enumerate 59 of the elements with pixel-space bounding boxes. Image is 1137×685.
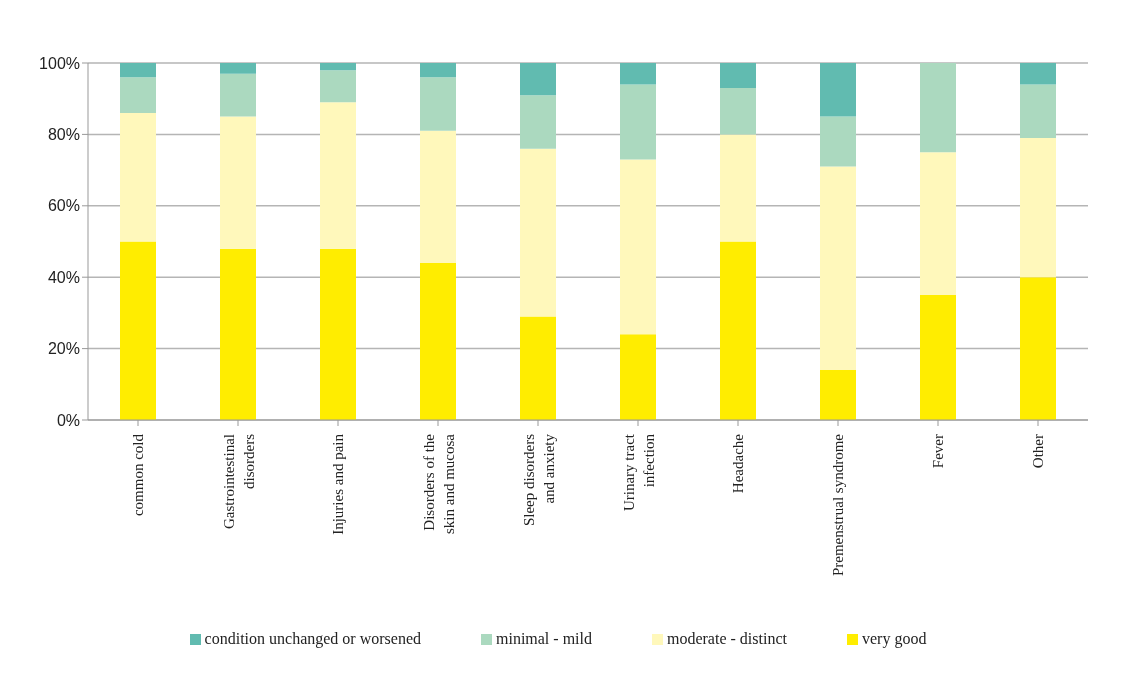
- x-tick-label: Sleep disorders and anxiety: [521, 433, 557, 527]
- y-tick-label: 60%: [47, 197, 80, 215]
- legend-label: very good: [861, 630, 927, 648]
- x-tick-label: Injuries and pain: [330, 433, 347, 535]
- bar: [1020, 84, 1056, 138]
- bar: [120, 77, 156, 113]
- x-tick-label: Disorders of the skin and mucosa: [421, 433, 457, 534]
- bar: [120, 112, 156, 242]
- bar: [620, 159, 656, 335]
- bar: [120, 63, 156, 78]
- legend-label: moderate - distinct: [666, 630, 787, 648]
- bar: [720, 134, 756, 242]
- bar: [220, 63, 256, 74]
- bar: [720, 87, 756, 135]
- bar: [620, 334, 656, 420]
- bar: [120, 241, 156, 420]
- y-tick-label: 0%: [56, 411, 80, 429]
- bar: [820, 63, 856, 117]
- legend-label: minimal - mild: [495, 630, 592, 648]
- bar: [620, 84, 656, 160]
- y-tick-label: 80%: [47, 126, 80, 144]
- bar: [520, 95, 556, 149]
- bar: [420, 77, 456, 131]
- bar: [1020, 63, 1056, 85]
- bar: [320, 70, 356, 103]
- bar: [720, 63, 756, 88]
- y-tick-label: 100%: [39, 54, 80, 72]
- bar: [320, 248, 356, 420]
- legend-label: condition unchanged or worsened: [204, 630, 421, 648]
- y-tick-label: 20%: [47, 340, 80, 358]
- bar: [1020, 137, 1056, 278]
- x-tick-label: Gastrointestinal disorders: [221, 433, 257, 529]
- bar: [820, 370, 856, 420]
- bar: [820, 116, 856, 167]
- x-tick-label: Headache: [730, 433, 747, 494]
- x-tick-label: Premenstrual syndrome: [830, 433, 847, 577]
- bar: [420, 262, 456, 420]
- bar: [920, 63, 956, 153]
- bar: [1020, 277, 1056, 420]
- x-tick-label: Other: [1030, 434, 1047, 469]
- bar: [920, 152, 956, 296]
- bar: [720, 241, 756, 420]
- bar: [920, 295, 956, 420]
- bar: [220, 73, 256, 117]
- bar: [620, 63, 656, 85]
- bar: [820, 166, 856, 371]
- y-tick-label: 40%: [47, 268, 80, 286]
- bar: [220, 248, 256, 420]
- bar: [520, 316, 556, 420]
- bar: [320, 63, 356, 71]
- bar: [520, 148, 556, 317]
- x-tick-label: Urinary tract infection: [621, 433, 657, 512]
- bar: [420, 63, 456, 78]
- bar: [220, 116, 256, 249]
- x-tick-label: Fever: [930, 434, 947, 469]
- bar: [320, 102, 356, 249]
- bar: [520, 63, 556, 96]
- bar: [420, 130, 456, 263]
- x-tick-label: common cold: [130, 433, 147, 517]
